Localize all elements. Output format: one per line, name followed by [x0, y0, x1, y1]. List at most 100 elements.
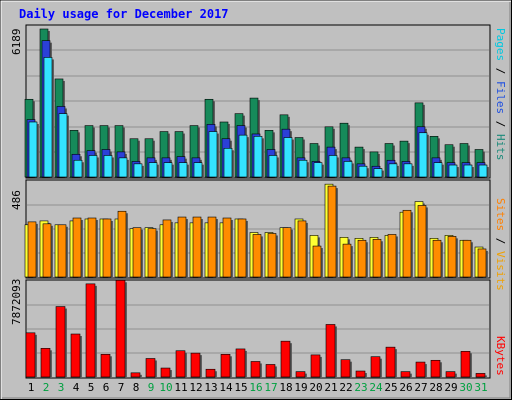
day-label-11: 11 [174, 381, 188, 394]
sites-bar-31 [477, 248, 487, 278]
sites-bar-6 [102, 218, 112, 278]
sites-bar-26 [402, 209, 412, 278]
day-label-22: 22 [339, 381, 353, 394]
day-label-18: 18 [279, 381, 293, 394]
kbytes-bar-19 [295, 371, 306, 378]
hits-files-pages-bars [24, 28, 489, 178]
day-label-20: 20 [309, 381, 323, 394]
pages-bar-25 [388, 163, 398, 178]
legend-pages: Pages [494, 28, 507, 62]
day-label-1: 1 [27, 381, 35, 394]
kbytes-bar-14 [220, 354, 231, 378]
legend-sep-3: / [494, 231, 507, 251]
legend-files: Files [494, 81, 507, 115]
pages-bar-29 [448, 164, 458, 178]
kbytes-bar-15 [235, 348, 246, 378]
sites-bar-12 [192, 216, 202, 278]
day-label-2: 2 [42, 381, 50, 394]
hits-legend: Pages / Files / Hits [494, 28, 507, 161]
kbytes-bar-21 [325, 324, 336, 378]
kbytes-bar-31 [475, 373, 486, 378]
sites-bar-24 [372, 238, 382, 278]
pages-bar-24 [373, 168, 383, 178]
day-label-29: 29 [444, 381, 458, 394]
pages-bar-10 [163, 162, 173, 178]
visits-sites-bars [24, 183, 488, 278]
sites-bar-27 [417, 205, 427, 278]
day-label-4: 4 [72, 381, 80, 394]
day-label-30: 30 [459, 381, 473, 394]
pages-bar-21 [328, 155, 338, 178]
pages-bar-11 [178, 162, 188, 178]
visits-legend: Sites / Visits [494, 198, 507, 291]
kbytes-bar-24 [370, 356, 381, 378]
day-label-31: 31 [474, 381, 488, 394]
sites-bar-15 [237, 218, 247, 278]
sites-bar-3 [57, 224, 67, 278]
pages-bar-15 [238, 134, 248, 178]
kbytes-bar-10 [160, 367, 171, 378]
day-label-5: 5 [87, 381, 95, 394]
sites-bar-14 [222, 217, 232, 278]
kbytes-bar-18 [280, 340, 291, 378]
kbytes-bar-12 [190, 352, 201, 378]
pages-bar-13 [208, 131, 218, 178]
sites-bar-11 [177, 216, 187, 278]
day-label-13: 13 [204, 381, 218, 394]
sites-bar-29 [447, 236, 457, 278]
kbytes-bar-30 [460, 351, 471, 378]
sites-bar-21 [327, 185, 337, 278]
legend-sep-2: / [494, 114, 507, 134]
pages-bar-14 [223, 148, 233, 178]
day-label-14: 14 [219, 381, 233, 394]
kbytes-bar-3 [55, 306, 66, 378]
sites-bar-10 [162, 219, 172, 278]
sites-bar-17 [267, 233, 277, 278]
pages-bar-19 [298, 159, 308, 178]
pages-bar-23 [358, 165, 368, 178]
kbytes-bar-7 [115, 279, 126, 378]
pages-bar-4 [73, 159, 83, 178]
kbytes-bar-22 [340, 359, 351, 378]
kbytes-bar-13 [205, 368, 216, 378]
pages-bar-7 [118, 157, 128, 178]
pages-bar-2 [43, 57, 53, 178]
pages-bar-26 [403, 163, 413, 178]
kbytes-bar-1 [25, 332, 36, 378]
legend-visits: Visits [494, 251, 507, 291]
kbytes-bar-17 [265, 364, 276, 378]
day-label-7: 7 [117, 381, 125, 394]
pages-bar-16 [253, 136, 263, 178]
day-label-19: 19 [294, 381, 308, 394]
day-label-15: 15 [234, 381, 248, 394]
hits-max-label: 6189 [10, 28, 23, 56]
kbytes-bar-4 [70, 333, 81, 378]
kbytes-bar-6 [100, 354, 111, 378]
pages-bar-6 [103, 155, 113, 178]
day-label-6: 6 [102, 381, 110, 394]
pages-bar-31 [478, 164, 488, 178]
sites-bar-25 [387, 234, 397, 278]
kbytes-bars [25, 279, 487, 378]
pages-bar-8 [133, 163, 143, 178]
chart-title: Daily usage for December 2017 [19, 7, 229, 21]
pages-bar-17 [268, 155, 278, 178]
pages-bar-3 [58, 113, 68, 178]
kbytes-legend: KBytes [494, 336, 507, 376]
sites-bar-5 [87, 217, 97, 278]
sites-bar-8 [132, 227, 142, 278]
day-label-8: 8 [132, 381, 140, 394]
sites-bar-13 [207, 216, 217, 278]
day-label-17: 17 [264, 381, 278, 394]
sites-bar-22 [342, 243, 352, 278]
kbytes-bar-20 [310, 354, 321, 378]
sites-bar-16 [252, 234, 262, 278]
pages-bar-9 [148, 162, 158, 178]
visits-max-label: 486 [10, 190, 23, 210]
sites-bar-28 [432, 239, 442, 278]
day-label-16: 16 [249, 381, 263, 394]
kbytes-bar-8 [130, 372, 141, 378]
kbytes-bar-26 [400, 371, 411, 378]
kbytes-bar-16 [250, 361, 261, 378]
kbytes-bar-29 [445, 371, 456, 378]
